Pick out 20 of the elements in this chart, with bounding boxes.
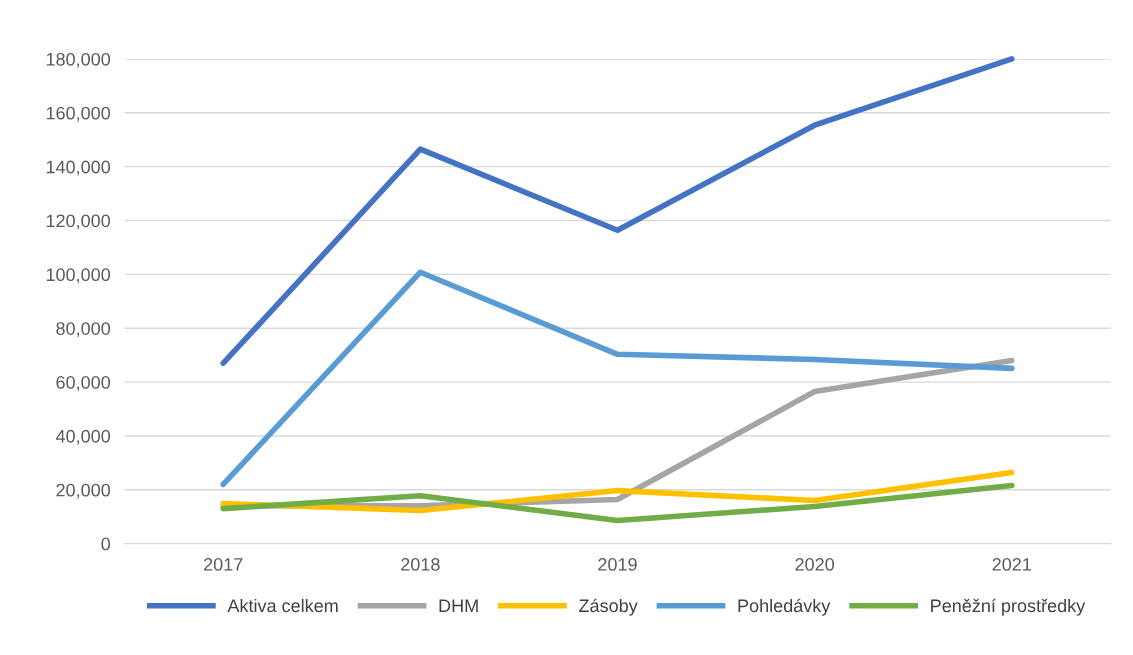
legend-label: Pohledávky xyxy=(738,598,831,616)
y-tick-label: 20,000 xyxy=(56,483,111,499)
legend-label: Peněžní prostředky xyxy=(931,598,1086,616)
y-tick-label: 80,000 xyxy=(56,322,111,338)
legend-label: DHM xyxy=(439,599,478,612)
y-tick-label: 160,000 xyxy=(46,106,111,122)
x-tick-label: 2019 xyxy=(598,558,637,571)
x-tick-label: 2020 xyxy=(795,558,835,571)
y-tick-label: 180,000 xyxy=(46,52,111,68)
x-tick-label: 2017 xyxy=(204,558,243,571)
y-tick-label: 140,000 xyxy=(46,160,111,176)
y-tick-label: 100,000 xyxy=(46,268,111,284)
y-tick-label: 0 xyxy=(101,537,111,551)
y-tick-label: 120,000 xyxy=(46,214,111,230)
x-tick-label: 2021 xyxy=(992,558,1031,571)
y-tick-label: 60,000 xyxy=(56,376,111,391)
legend-label: Aktiva celkem xyxy=(227,598,338,613)
x-tick-label: 2018 xyxy=(401,558,440,571)
y-tick-label: 40,000 xyxy=(55,429,111,445)
legend-label: Zásoby xyxy=(579,598,638,616)
